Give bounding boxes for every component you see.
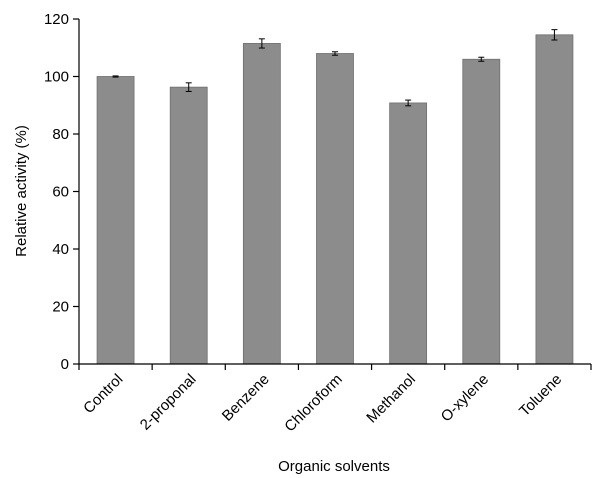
x-tick-label: Benzene bbox=[219, 371, 273, 425]
error-bars-group bbox=[112, 29, 558, 107]
y-tick-label: 80 bbox=[52, 126, 69, 143]
x-tick-label: Toluene bbox=[516, 371, 565, 420]
x-tick-label: Methanol bbox=[363, 371, 419, 427]
x-tick-label: 2-proponal bbox=[137, 371, 200, 434]
y-tick-label: 40 bbox=[52, 241, 69, 258]
y-ticks-group: 0 20 40 60 80 100 120 bbox=[44, 11, 79, 373]
bar-toluene bbox=[535, 34, 574, 365]
x-ticks-group: Control 2-proponal Benzene Chloroform Methan… bbox=[78, 364, 592, 435]
y-tick-label: 60 bbox=[52, 184, 69, 201]
y-tick-label: 120 bbox=[44, 11, 69, 28]
bar-methanol bbox=[389, 102, 428, 365]
y-axis-title: Relative activity (%) bbox=[13, 125, 30, 257]
x-tick-label: Control bbox=[80, 371, 126, 417]
y-tick-label: 20 bbox=[52, 299, 69, 316]
bar-benzene bbox=[242, 43, 281, 365]
bar-2-proponal bbox=[169, 86, 208, 365]
x-tick-label: O-xylene bbox=[438, 371, 492, 425]
bar-chloroform bbox=[316, 53, 354, 365]
y-tick-label: 100 bbox=[44, 69, 69, 86]
y-tick-label: 0 bbox=[61, 356, 69, 373]
bar-o-xylene bbox=[462, 58, 501, 365]
bar-control bbox=[96, 76, 135, 365]
x-tick-label: Chloroform bbox=[281, 371, 345, 435]
x-axis-title: Organic solvents bbox=[278, 458, 390, 475]
bars-group bbox=[96, 34, 574, 365]
